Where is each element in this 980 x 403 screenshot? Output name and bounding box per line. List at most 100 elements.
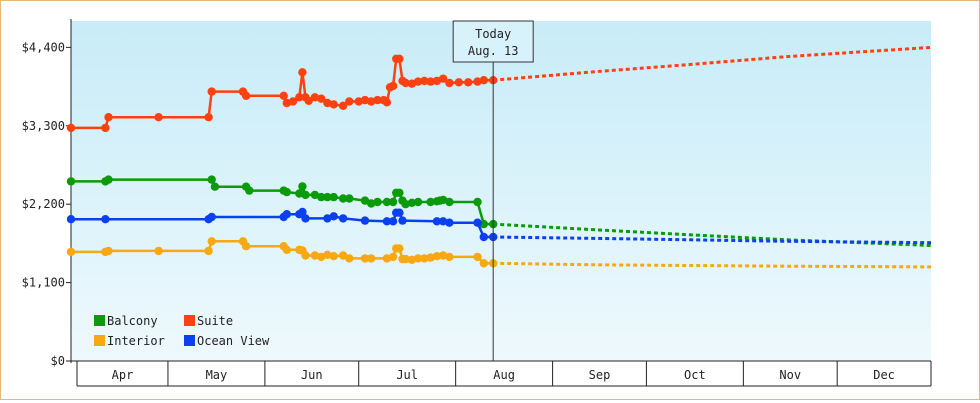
data-point [301, 190, 310, 200]
data-point [382, 217, 392, 226]
data-point [420, 76, 429, 86]
y-tick-label: $4,400 [22, 40, 65, 54]
data-point [438, 195, 448, 205]
data-point [207, 175, 216, 184]
data-point [245, 186, 254, 195]
forecast-line-suite [493, 45, 932, 82]
data-point [323, 214, 332, 223]
data-point [338, 214, 348, 223]
data-point [473, 218, 482, 227]
data-point [432, 217, 442, 226]
data-point [298, 68, 307, 77]
data-point [413, 254, 423, 263]
data-point [329, 252, 338, 261]
data-point [479, 219, 488, 229]
legend-swatch-ocean-view [184, 335, 195, 346]
today-label-box [452, 20, 534, 63]
data-point [282, 187, 291, 197]
data-point [338, 101, 348, 111]
legend-label-suite: Suite [197, 314, 233, 328]
y-axis: $0 $1,100 $2,200 $3,300 $4,400 [22, 19, 72, 368]
data-point [413, 197, 423, 207]
plot-background [71, 21, 931, 361]
data-point [367, 199, 376, 208]
data-point [464, 78, 473, 87]
data-point [373, 197, 382, 207]
data-point [104, 175, 113, 184]
data-point [329, 100, 338, 109]
data-point [354, 97, 363, 106]
data-point [338, 194, 348, 203]
data-point [310, 251, 320, 260]
series-suite [66, 45, 932, 133]
month-label: Aug [493, 368, 515, 382]
y-tick-label: $0 [51, 354, 65, 368]
data-point [66, 247, 76, 257]
legend-swatch-interior [94, 335, 105, 346]
month-label: Oct [684, 368, 706, 382]
data-point [345, 194, 354, 203]
month-label: May [206, 368, 228, 382]
data-point [154, 113, 163, 122]
data-point [438, 217, 448, 226]
data-point [401, 78, 410, 88]
data-point [395, 54, 404, 63]
data-point [101, 123, 110, 133]
data-point [479, 76, 488, 85]
data-point [479, 232, 488, 242]
data-point [454, 78, 463, 87]
forecast-line-balcony [493, 222, 932, 247]
data-point [395, 188, 404, 197]
data-point [388, 81, 398, 91]
data-point [154, 246, 163, 256]
data-point [104, 246, 113, 256]
data-point [310, 190, 320, 200]
data-point [66, 215, 76, 224]
data-point [438, 74, 448, 83]
data-point [310, 93, 320, 102]
data-point [295, 93, 304, 102]
data-point [432, 252, 442, 261]
legend-label-interior: Interior [107, 334, 165, 348]
data-point [329, 192, 338, 202]
data-point [473, 252, 482, 262]
data-point [298, 182, 307, 191]
data-point [288, 97, 298, 106]
data-point [426, 197, 435, 207]
data-point [445, 218, 454, 227]
data-point [426, 77, 435, 86]
data-point [241, 242, 251, 251]
month-label: Dec [873, 368, 895, 382]
data-point [323, 192, 332, 202]
data-point [413, 77, 423, 86]
month-label: Jun [301, 368, 323, 382]
series-balcony [66, 175, 932, 247]
y-tick-label: $1,100 [22, 276, 65, 290]
x-axis: Apr May Jun Jul Aug Sep Oct Nov Dec [71, 360, 932, 387]
series-layer [66, 45, 932, 269]
data-point [298, 207, 307, 217]
data-point [360, 216, 370, 225]
legend: Balcony Suite Interior Ocean View [94, 314, 270, 348]
data-point [329, 212, 338, 221]
data-point [304, 96, 313, 106]
forecast-line-ocean-view [493, 235, 932, 245]
data-point [317, 192, 326, 202]
data-point [445, 197, 454, 207]
data-point [101, 215, 110, 224]
data-point [398, 216, 407, 225]
forecast-line-interior [493, 261, 932, 269]
legend-swatch-suite [184, 315, 195, 326]
data-point [104, 113, 113, 122]
data-point [388, 217, 398, 226]
data-point [360, 254, 370, 263]
data-point [66, 177, 76, 186]
data-point [301, 214, 310, 223]
data-point [401, 200, 410, 209]
data-point [382, 197, 392, 207]
data-point [282, 210, 291, 219]
data-point [345, 254, 354, 263]
today-label: Today [475, 27, 511, 41]
